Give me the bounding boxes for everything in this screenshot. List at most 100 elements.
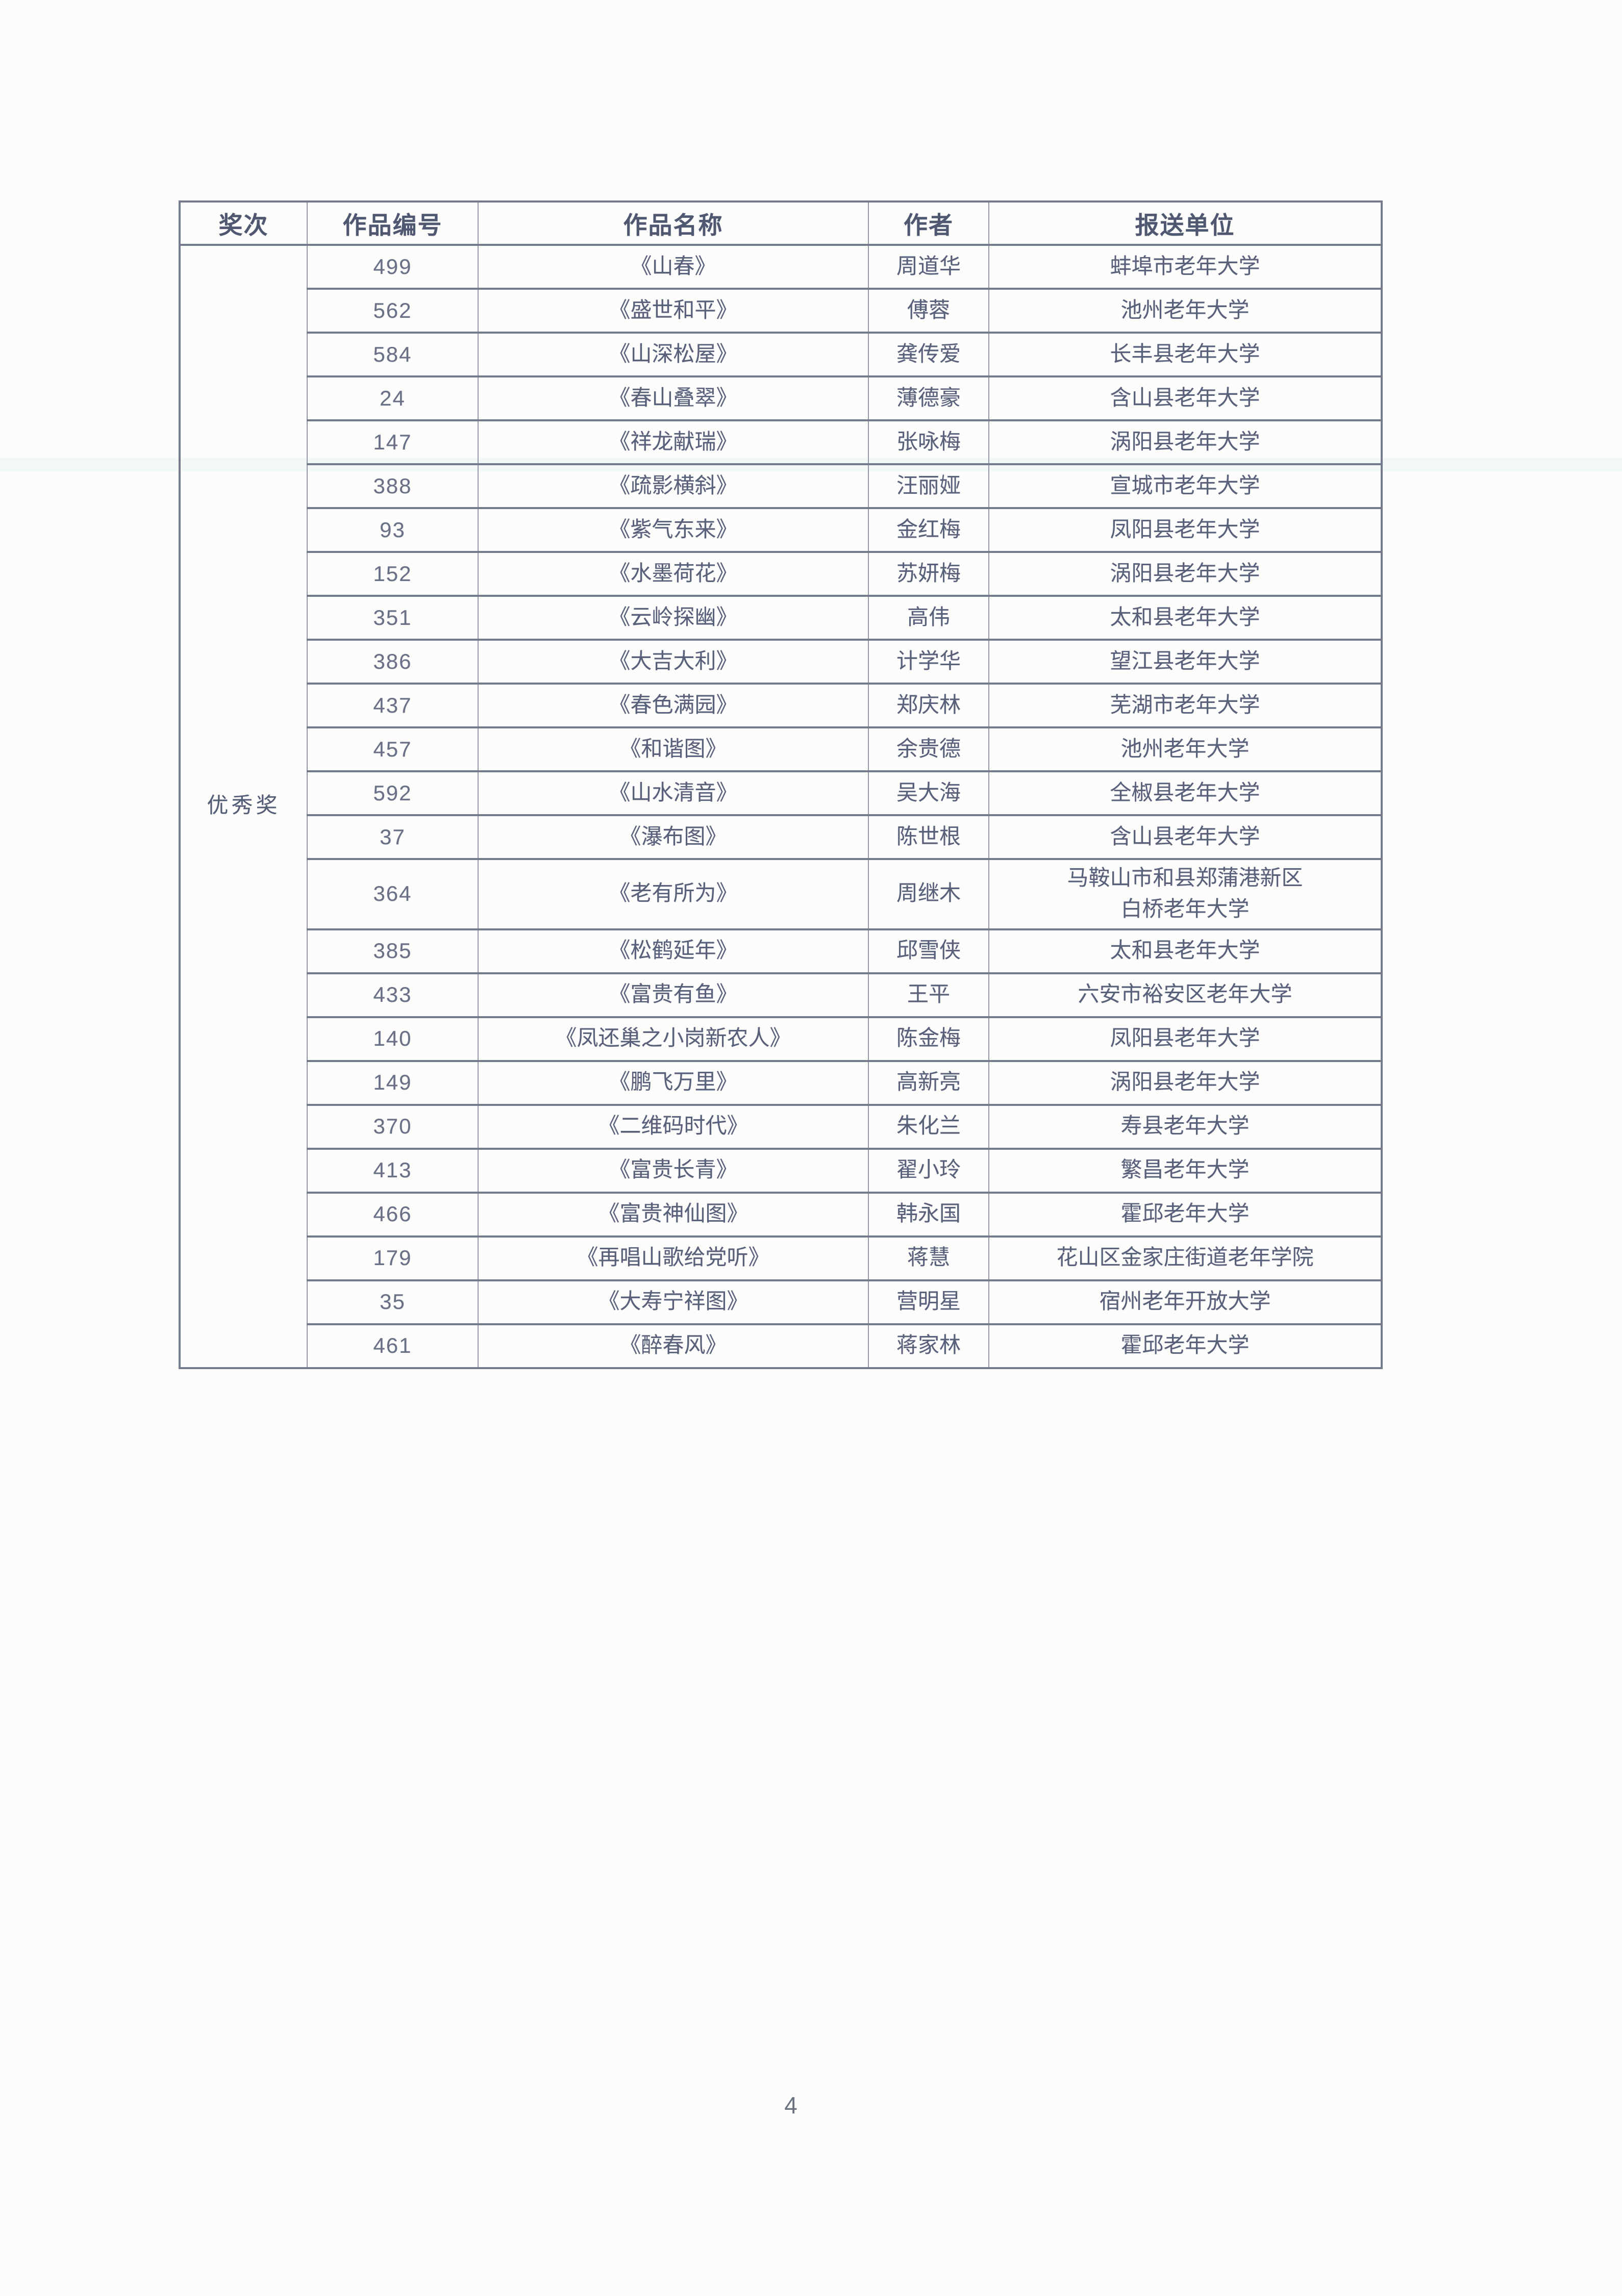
organization-cell: 凤阳县老年大学 — [988, 507, 1382, 553]
author-cell: 高新亮 — [868, 1059, 989, 1106]
table-row: 93 《紫气东来》 金红梅 凤阳县老年大学 — [180, 507, 1382, 553]
organization-cell: 池州老年大学 — [988, 288, 1382, 334]
work-number-cell: 466 — [307, 1191, 479, 1238]
work-number-cell: 370 — [307, 1103, 479, 1150]
award-level-cell: 优秀奖 — [179, 244, 308, 1369]
work-number-cell: 386 — [307, 639, 479, 685]
work-title-cell: 《山深松屋》 — [478, 332, 869, 377]
organization-cell: 长丰县老年大学 — [988, 332, 1382, 377]
author-cell: 计学华 — [868, 639, 989, 685]
work-number-cell: 152 — [307, 551, 479, 597]
work-title-cell: 《富贵有鱼》 — [478, 972, 869, 1018]
author-cell: 张咏梅 — [868, 419, 989, 465]
work-number-cell: 93 — [307, 507, 479, 553]
author-cell: 蒋家林 — [868, 1323, 989, 1369]
table-row: 37 《瀑布图》 陈世根 含山县老年大学 — [180, 814, 1382, 860]
work-number-cell: 499 — [307, 244, 479, 290]
work-number-cell: 351 — [307, 595, 479, 641]
work-number-cell: 413 — [307, 1147, 479, 1194]
work-title-cell: 《山春》 — [478, 244, 869, 290]
organization-cell: 凤阳县老年大学 — [988, 1016, 1382, 1062]
author-cell: 周继木 — [868, 858, 989, 930]
author-cell: 吴大海 — [868, 770, 989, 816]
table-row: 386 《大吉大利》 计学华 望江县老年大学 — [180, 639, 1382, 685]
table-row: 24 《春山叠翠》 薄德豪 含山县老年大学 — [180, 375, 1382, 421]
author-cell: 王平 — [868, 972, 989, 1018]
table-row: 364 《老有所为》 周继木 马鞍山市和县郑蒲港新区 白桥老年大学 — [180, 858, 1382, 930]
work-number-cell: 364 — [307, 858, 479, 930]
table-row: 562 《盛世和平》 傅蓉 池州老年大学 — [180, 288, 1382, 334]
work-title-cell: 《瀑布图》 — [478, 814, 869, 860]
author-cell: 高伟 — [868, 595, 989, 641]
organization-cell: 池州老年大学 — [988, 726, 1382, 772]
header-work-number: 作品编号 — [307, 200, 479, 246]
table-row: 147 《祥龙献瑞》 张咏梅 涡阳县老年大学 — [180, 419, 1382, 465]
work-number-cell: 147 — [307, 419, 479, 465]
organization-cell: 六安市裕安区老年大学 — [988, 972, 1382, 1018]
work-number-cell: 457 — [307, 726, 479, 772]
organization-cell: 寿县老年大学 — [988, 1103, 1382, 1150]
work-title-cell: 《再唱山歌给党听》 — [478, 1235, 869, 1281]
work-title-cell: 《水墨荷花》 — [478, 551, 869, 597]
author-cell: 翟小玲 — [868, 1147, 989, 1194]
work-number-cell: 562 — [307, 288, 479, 334]
author-cell: 苏妍梅 — [868, 551, 989, 597]
table-row: 413 《富贵长青》 翟小玲 繁昌老年大学 — [180, 1147, 1382, 1194]
work-number-cell: 437 — [307, 683, 479, 728]
author-cell: 薄德豪 — [868, 375, 989, 421]
organization-cell: 芜湖市老年大学 — [988, 683, 1382, 728]
work-number-cell: 592 — [307, 770, 479, 816]
organization-cell: 涡阳县老年大学 — [988, 1059, 1382, 1106]
author-cell: 余贵德 — [868, 726, 989, 772]
work-title-cell: 《松鹤延年》 — [478, 928, 869, 974]
work-title-cell: 《醉春风》 — [478, 1323, 869, 1369]
organization-cell: 霍邱老年大学 — [988, 1191, 1382, 1238]
work-title-cell: 《大寿宁祥图》 — [478, 1279, 869, 1325]
header-work-title: 作品名称 — [478, 200, 869, 246]
table-row: 466 《富贵神仙图》 韩永国 霍邱老年大学 — [180, 1191, 1382, 1238]
table-row: 140 《凤还巢之小岗新农人》 陈金梅 凤阳县老年大学 — [180, 1016, 1382, 1062]
work-title-cell: 《疏影横斜》 — [478, 463, 869, 509]
work-title-cell: 《大吉大利》 — [478, 639, 869, 685]
work-number-cell: 179 — [307, 1235, 479, 1281]
work-number-cell: 24 — [307, 375, 479, 421]
work-number-cell: 149 — [307, 1059, 479, 1106]
work-number-cell: 388 — [307, 463, 479, 509]
author-cell: 邱雪侠 — [868, 928, 989, 974]
author-cell: 朱化兰 — [868, 1103, 989, 1150]
author-cell: 陈世根 — [868, 814, 989, 860]
table-row: 351 《云岭探幽》 高伟 太和县老年大学 — [180, 595, 1382, 641]
table-row: 385 《松鹤延年》 邱雪侠 太和县老年大学 — [180, 928, 1382, 974]
work-title-cell: 《紫气东来》 — [478, 507, 869, 553]
work-title-cell: 《和谐图》 — [478, 726, 869, 772]
header-author: 作者 — [868, 200, 989, 246]
author-cell: 周道华 — [868, 244, 989, 290]
work-title-cell: 《富贵长青》 — [478, 1147, 869, 1194]
organization-cell: 宣城市老年大学 — [988, 463, 1382, 509]
work-title-cell: 《二维码时代》 — [478, 1103, 869, 1150]
header-award-level: 奖次 — [179, 200, 308, 246]
organization-cell: 含山县老年大学 — [988, 814, 1382, 860]
organization-cell: 宿州老年开放大学 — [988, 1279, 1382, 1325]
author-cell: 陈金梅 — [868, 1016, 989, 1062]
table-row: 179 《再唱山歌给党听》 蒋慧 花山区金家庄街道老年学院 — [180, 1235, 1382, 1281]
organization-cell: 望江县老年大学 — [988, 639, 1382, 685]
table-row: 优秀奖 499 《山春》 周道华 蚌埠市老年大学 — [179, 244, 1382, 1369]
author-cell: 郑庆林 — [868, 683, 989, 728]
organization-cell: 太和县老年大学 — [988, 595, 1382, 641]
organization-cell: 涡阳县老年大学 — [988, 551, 1382, 597]
work-title-cell: 《春色满园》 — [478, 683, 869, 728]
author-cell: 韩永国 — [868, 1191, 989, 1238]
table-row: 592 《山水清音》 吴大海 全椒县老年大学 — [180, 770, 1382, 816]
work-title-cell: 《盛世和平》 — [478, 288, 869, 334]
work-title-cell: 《富贵神仙图》 — [478, 1191, 869, 1238]
author-cell: 金红梅 — [868, 507, 989, 553]
organization-cell: 蚌埠市老年大学 — [988, 244, 1382, 290]
organization-cell: 繁昌老年大学 — [988, 1147, 1382, 1194]
work-title-cell: 《凤还巢之小岗新农人》 — [478, 1016, 869, 1062]
author-cell: 蒋慧 — [868, 1235, 989, 1281]
work-number-cell: 35 — [307, 1279, 479, 1325]
organization-cell: 花山区金家庄街道老年学院 — [988, 1235, 1382, 1281]
organization-cell: 涡阳县老年大学 — [988, 419, 1382, 465]
organization-cell: 全椒县老年大学 — [988, 770, 1382, 816]
